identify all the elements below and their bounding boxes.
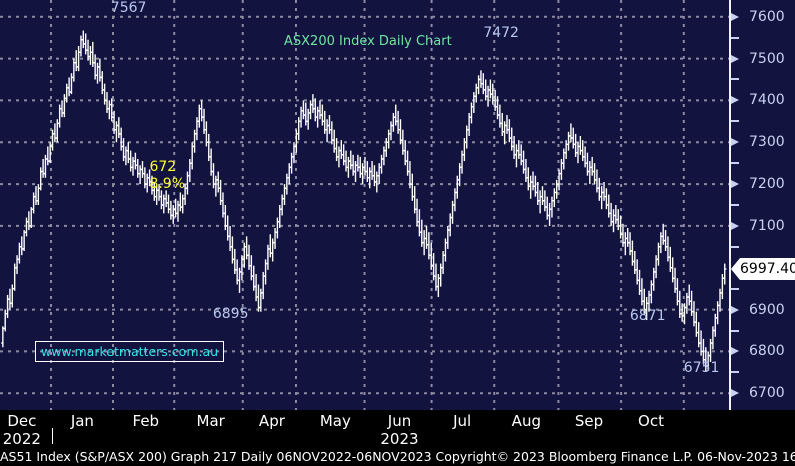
price-tick-label: 7200: [749, 176, 785, 193]
price-tick-label: 7600: [749, 8, 785, 25]
price-tick-label: 7300: [749, 134, 785, 151]
month-label: Jan: [70, 412, 94, 430]
swing-high-7472: 7472: [483, 25, 519, 42]
month-label: Sep: [574, 412, 604, 430]
price-minor-tick: [731, 78, 739, 81]
watermark-link[interactable]: www.marketmatters.com.au: [34, 341, 225, 363]
range-percent: 8.9%: [149, 176, 186, 193]
price-tick-arrow-icon: [731, 180, 753, 189]
swing-low-6871: 6871: [629, 307, 666, 324]
price-minor-tick: [731, 245, 739, 248]
price-tick-arrow-icon: [731, 54, 753, 63]
price-minor-tick: [731, 36, 739, 39]
month-label: Feb: [132, 412, 160, 430]
price-minor-tick: [731, 329, 739, 332]
price-tick-arrow-icon: [731, 96, 753, 105]
date-axis-bottom: Dec Jan Feb Mar Apr May Jun Jul Aug Sep Oct 2022 202…: [0, 410, 729, 448]
price-tick-arrow-icon: [731, 12, 753, 21]
last-price-tag[interactable]: 6997.400: [731, 257, 795, 280]
month-label: Jul: [453, 412, 472, 430]
price-tick-label: 7400: [749, 92, 785, 109]
price-tick-label: 7100: [749, 217, 785, 234]
price-tick-arrow-icon: [731, 305, 753, 314]
price-minor-tick: [731, 120, 739, 123]
month-label: Oct: [638, 412, 664, 430]
price-tick-arrow-icon: [731, 221, 753, 230]
price-minor-tick: [731, 287, 739, 290]
month-label: Dec: [7, 412, 37, 430]
month-label: May: [319, 412, 351, 430]
swing-low-6895: 6895: [212, 305, 249, 322]
price-tick-arrow-icon: [731, 138, 753, 147]
price-tick-label: 6800: [749, 343, 785, 360]
price-tick-label: 6700: [749, 385, 785, 402]
price-minor-tick: [731, 371, 739, 374]
range-points: 672: [149, 159, 177, 176]
price-tick-arrow-icon: [731, 347, 753, 356]
year-label: 2023: [380, 430, 419, 448]
price-minor-tick: [731, 204, 739, 206]
chart-plot-area[interactable]: ASX200 Index Daily Chart 7567 7472 6895 6871…: [0, 0, 729, 410]
price-tick-arrow-icon: [731, 389, 753, 398]
year-separator: [52, 428, 53, 444]
chart-title: ASX200 Index Daily Chart: [284, 34, 452, 49]
status-bar: AS51 Index (S&P/ASX 200) Graph 217 Daily…: [0, 448, 795, 466]
ohlc-bar-series: [1, 30, 727, 372]
last-price-value: 6997.400: [740, 257, 795, 280]
month-label: Jun: [387, 412, 412, 430]
price-tag-arrow-icon: [731, 257, 740, 280]
month-label: Apr: [258, 412, 285, 430]
month-label: Mar: [196, 412, 225, 430]
price-tick-label: 7500: [749, 50, 785, 67]
axis-spine: [729, 0, 731, 410]
year-label: 2022: [2, 430, 41, 448]
swing-low-6751: 6751: [683, 360, 720, 377]
price-minor-tick: [731, 162, 739, 165]
price-axis-right: 7600 7500 7400 7300 7200 7100 6900 6800 6700 699…: [729, 0, 795, 410]
swing-high-7567: 7567: [110, 0, 147, 17]
month-label: Aug: [511, 412, 541, 430]
price-tick-label: 6900: [749, 301, 785, 318]
